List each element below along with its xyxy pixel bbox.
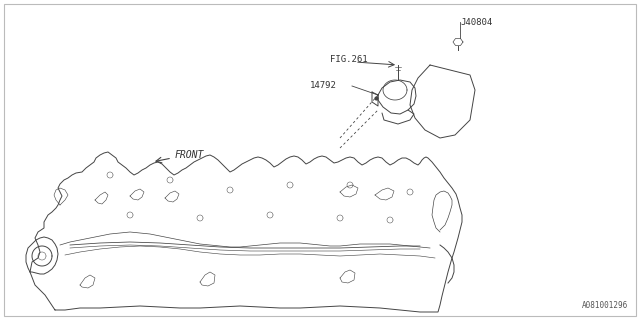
- Text: J40804: J40804: [460, 18, 492, 27]
- Text: FRONT: FRONT: [175, 150, 204, 160]
- Text: FIG.261: FIG.261: [330, 55, 367, 64]
- Text: A081001296: A081001296: [582, 301, 628, 310]
- Text: 14792: 14792: [310, 81, 337, 90]
